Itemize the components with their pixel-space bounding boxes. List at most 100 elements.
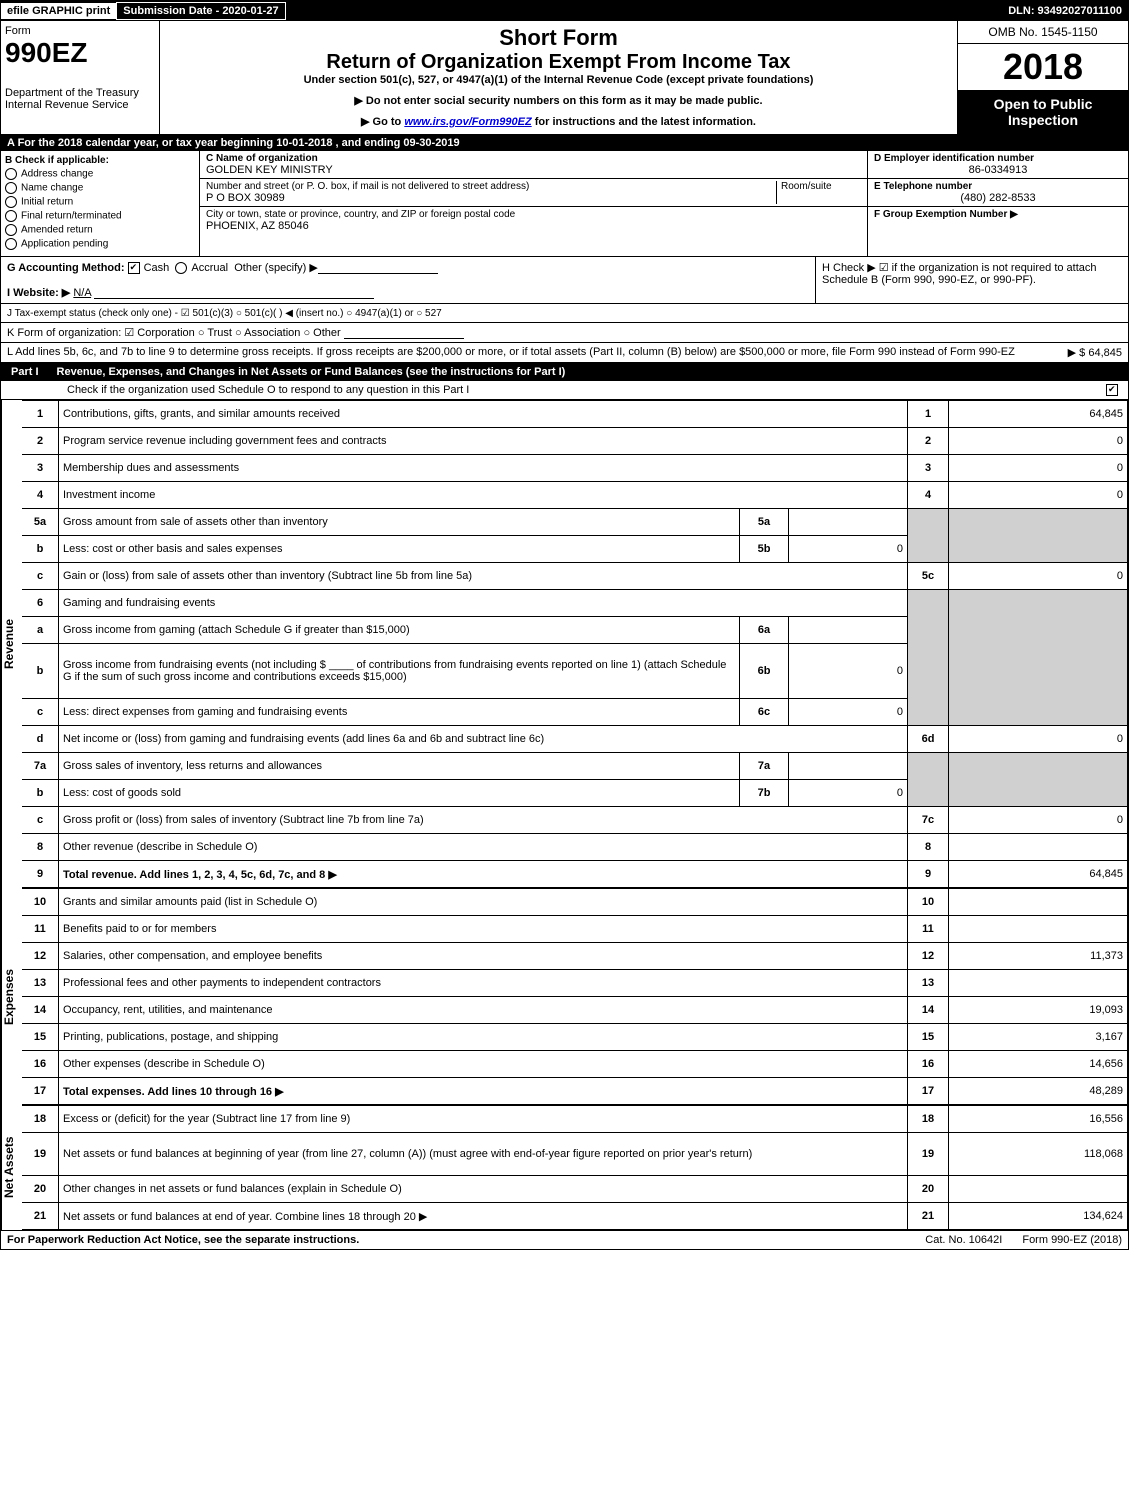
street-address: P O BOX 30989: [206, 192, 776, 204]
l4-amt: 0: [949, 482, 1128, 509]
l5c-r: 5c: [908, 563, 949, 590]
irs-label: Internal Revenue Service: [5, 99, 155, 111]
group-label: F Group Exemption Number ▶: [874, 209, 1122, 220]
l6d-r: 6d: [908, 726, 949, 753]
l2-amt: 0: [949, 428, 1128, 455]
checkbox-initial-return[interactable]: [5, 196, 17, 208]
l7-gray: [908, 753, 949, 807]
cb-label-amended: Amended return: [21, 225, 93, 236]
note-link-row: ▶ Go to www.irs.gov/Form990EZ for instru…: [164, 115, 953, 128]
l6b-sub: 6b: [740, 644, 789, 699]
l6a-sub: 6a: [740, 617, 789, 644]
g-cash: Cash: [144, 262, 170, 274]
row-g: G Accounting Method: Cash Accrual Other …: [1, 257, 815, 303]
checkbox-cash[interactable]: [128, 262, 140, 274]
l7-gray-amt: [949, 753, 1128, 807]
l5ab-gray: [908, 509, 949, 563]
form-number: 990EZ: [5, 37, 155, 69]
l5a-num: 5a: [22, 509, 59, 536]
form-word: Form: [5, 25, 155, 37]
l6a-desc: Gross income from gaming (attach Schedul…: [59, 617, 740, 644]
checkbox-address-change[interactable]: [5, 168, 17, 180]
l5b-sub: 5b: [740, 536, 789, 563]
l6c-subval: 0: [789, 699, 908, 726]
l2-desc: Program service revenue including govern…: [59, 428, 908, 455]
l17-desc: Total expenses. Add lines 10 through 16: [59, 1078, 908, 1105]
l4-desc: Investment income: [59, 482, 908, 509]
l2-r: 2: [908, 428, 949, 455]
line-6: 6 Gaming and fundraising events: [22, 590, 1128, 617]
net-assets-section: Net Assets 18 Excess or (deficit) for th…: [1, 1105, 1128, 1230]
irs-link[interactable]: www.irs.gov/Form990EZ: [404, 116, 531, 128]
l6d-desc: Net income or (loss) from gaming and fun…: [59, 726, 908, 753]
checkbox-final-return[interactable]: [5, 210, 17, 222]
k-other-input[interactable]: [344, 326, 464, 339]
l11-num: 11: [22, 916, 59, 943]
row-l: L Add lines 5b, 6c, and 7b to line 9 to …: [1, 343, 1128, 363]
l15-r: 15: [908, 1024, 949, 1051]
l-text: L Add lines 5b, 6c, and 7b to line 9 to …: [7, 346, 1068, 359]
line-2: 2 Program service revenue including gove…: [22, 428, 1128, 455]
checkbox-amended-return[interactable]: [5, 224, 17, 236]
l5b-desc: Less: cost or other basis and sales expe…: [59, 536, 740, 563]
l21-desc: Net assets or fund balances at end of ye…: [59, 1203, 908, 1230]
l7a-num: 7a: [22, 753, 59, 780]
top-bar: efile GRAPHIC print Submission Date - 20…: [1, 1, 1128, 21]
l-amount: ▶ $ 64,845: [1068, 346, 1122, 359]
l6d-num: d: [22, 726, 59, 753]
line-11: 11 Benefits paid to or for members 11: [22, 916, 1128, 943]
checkbox-application-pending[interactable]: [5, 238, 17, 250]
l21-r: 21: [908, 1203, 949, 1230]
l19-desc: Net assets or fund balances at beginning…: [59, 1133, 908, 1176]
submission-date-button[interactable]: Submission Date - 2020-01-27: [116, 2, 285, 20]
l13-r: 13: [908, 970, 949, 997]
l5b-num: b: [22, 536, 59, 563]
checkbox-name-change[interactable]: [5, 182, 17, 194]
header-right: OMB No. 1545-1150 2018 Open to Public In…: [957, 21, 1128, 134]
l2-num: 2: [22, 428, 59, 455]
l7b-sub: 7b: [740, 780, 789, 807]
column-b: B Check if applicable: Address change Na…: [1, 151, 200, 256]
k-text: K Form of organization: ☑ Corporation ○ …: [7, 327, 341, 339]
g-other: Other (specify) ▶: [234, 262, 318, 274]
ein-value: 86-0334913: [874, 164, 1122, 176]
line-7a: 7a Gross sales of inventory, less return…: [22, 753, 1128, 780]
website-underline: [94, 286, 374, 299]
return-title: Return of Organization Exempt From Incom…: [164, 51, 953, 74]
line-14: 14 Occupancy, rent, utilities, and maint…: [22, 997, 1128, 1024]
part1-schedule-o-checkbox[interactable]: [1106, 384, 1118, 396]
line-21: 21 Net assets or fund balances at end of…: [22, 1203, 1128, 1230]
part1-header: Part I Revenue, Expenses, and Changes in…: [1, 363, 1128, 381]
l17-r: 17: [908, 1078, 949, 1105]
line-19: 19 Net assets or fund balances at beginn…: [22, 1133, 1128, 1176]
col-b-header: B Check if applicable:: [5, 155, 195, 166]
net-assets-table: 18 Excess or (deficit) for the year (Sub…: [22, 1105, 1128, 1230]
g-other-input[interactable]: [318, 261, 438, 274]
short-form-title: Short Form: [164, 25, 953, 51]
l15-num: 15: [22, 1024, 59, 1051]
l11-amt: [949, 916, 1128, 943]
l7b-desc: Less: cost of goods sold: [59, 780, 740, 807]
l10-r: 10: [908, 889, 949, 916]
l5c-num: c: [22, 563, 59, 590]
l6d-amt: 0: [949, 726, 1128, 753]
l19-num: 19: [22, 1133, 59, 1176]
l7a-subval: [789, 753, 908, 780]
l7c-r: 7c: [908, 807, 949, 834]
l6a-subval: [789, 617, 908, 644]
line-4: 4 Investment income 4 0: [22, 482, 1128, 509]
l6-gray: [908, 590, 949, 726]
cb-label-address: Address change: [21, 169, 93, 180]
form-container: efile GRAPHIC print Submission Date - 20…: [0, 0, 1129, 1250]
footer-mid: Cat. No. 10642I: [925, 1234, 1002, 1246]
efile-print-button[interactable]: efile GRAPHIC print: [1, 3, 116, 19]
l5ab-gray-amt: [949, 509, 1128, 563]
line-5a: 5a Gross amount from sale of assets othe…: [22, 509, 1128, 536]
l15-amt: 3,167: [949, 1024, 1128, 1051]
l4-num: 4: [22, 482, 59, 509]
line-8: 8 Other revenue (describe in Schedule O)…: [22, 834, 1128, 861]
checkbox-accrual[interactable]: [175, 262, 187, 274]
l17-amt: 48,289: [949, 1078, 1128, 1105]
city-value: PHOENIX, AZ 85046: [206, 220, 861, 232]
line-6d: d Net income or (loss) from gaming and f…: [22, 726, 1128, 753]
